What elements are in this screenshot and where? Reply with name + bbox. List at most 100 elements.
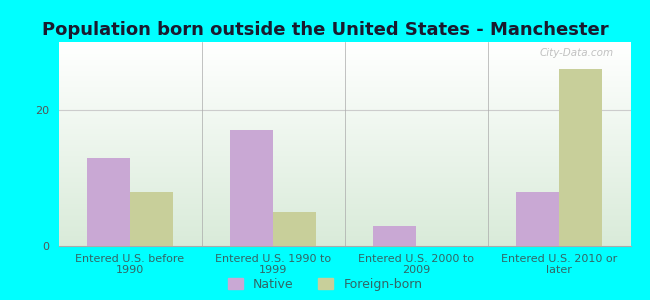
Bar	[58, 121, 630, 122]
Bar	[58, 110, 630, 111]
Bar	[58, 236, 630, 238]
Bar	[58, 106, 630, 107]
Bar	[373, 226, 416, 246]
Bar	[58, 218, 630, 219]
Bar	[58, 224, 630, 226]
Bar	[58, 50, 630, 52]
Bar	[58, 241, 630, 242]
Bar	[58, 207, 630, 208]
Bar	[58, 200, 630, 201]
Bar	[58, 98, 630, 99]
Bar	[58, 85, 630, 87]
Bar	[58, 209, 630, 211]
Bar	[58, 171, 630, 172]
Bar	[58, 76, 630, 77]
Bar	[58, 162, 630, 163]
Bar	[58, 92, 630, 94]
Bar	[58, 132, 630, 133]
Bar	[58, 215, 630, 216]
Bar	[58, 119, 630, 121]
Bar	[58, 155, 630, 156]
Bar	[58, 79, 630, 80]
Bar	[58, 56, 630, 57]
Bar	[58, 170, 630, 171]
Bar	[58, 69, 630, 70]
Bar	[58, 142, 630, 144]
Bar	[58, 102, 630, 103]
Bar	[58, 144, 630, 146]
Bar	[58, 202, 630, 204]
Bar	[58, 182, 630, 183]
Bar	[58, 216, 630, 218]
Bar	[58, 84, 630, 86]
Bar	[58, 103, 630, 105]
Bar	[58, 105, 630, 106]
Bar	[58, 122, 630, 124]
Bar	[58, 53, 630, 54]
Bar	[58, 139, 630, 140]
Bar	[58, 190, 630, 192]
Bar	[58, 197, 630, 198]
Bar	[58, 117, 630, 118]
Bar	[58, 111, 630, 113]
Bar	[58, 183, 630, 185]
Bar	[58, 177, 630, 178]
Bar	[58, 227, 630, 228]
Bar	[58, 129, 630, 130]
Bar	[58, 235, 630, 236]
Bar	[58, 212, 630, 213]
Bar	[58, 166, 630, 167]
Bar	[58, 99, 630, 100]
Bar	[58, 226, 630, 227]
Bar	[58, 44, 630, 45]
Bar	[58, 234, 630, 235]
Bar	[58, 72, 630, 73]
Bar	[58, 159, 630, 160]
Bar	[58, 208, 630, 209]
Bar	[58, 75, 630, 76]
Bar	[58, 185, 630, 186]
Bar	[58, 151, 630, 152]
Bar	[58, 220, 630, 221]
Bar	[58, 67, 630, 68]
Bar	[58, 141, 630, 142]
Bar	[58, 174, 630, 175]
Legend: Native, Foreign-born: Native, Foreign-born	[227, 278, 422, 291]
Bar	[58, 205, 630, 207]
Bar	[58, 90, 630, 91]
Bar	[58, 45, 630, 46]
Bar	[58, 130, 630, 132]
Bar	[58, 164, 630, 166]
Bar	[58, 175, 630, 177]
Bar	[58, 160, 630, 162]
Bar	[58, 70, 630, 72]
Bar	[58, 52, 630, 53]
Bar	[58, 95, 630, 96]
Bar	[58, 125, 630, 126]
Bar	[273, 212, 316, 246]
Bar	[230, 130, 273, 246]
Bar	[58, 49, 630, 50]
Bar	[58, 156, 630, 158]
Bar	[58, 87, 630, 88]
Bar	[58, 80, 630, 81]
Bar	[58, 154, 630, 155]
Bar	[58, 64, 630, 65]
Bar	[58, 91, 630, 92]
Bar	[58, 109, 630, 110]
Bar	[58, 54, 630, 56]
Bar	[58, 133, 630, 134]
Bar	[58, 167, 630, 169]
Text: City-Data.com: City-Data.com	[540, 48, 614, 58]
Bar	[58, 194, 630, 196]
Bar	[58, 244, 630, 246]
Bar	[58, 152, 630, 154]
Bar	[58, 148, 630, 149]
Bar	[58, 46, 630, 47]
Bar	[58, 219, 630, 220]
Bar	[130, 192, 173, 246]
Bar	[58, 96, 630, 98]
Bar	[58, 189, 630, 190]
Bar	[58, 58, 630, 60]
Bar	[58, 181, 630, 182]
